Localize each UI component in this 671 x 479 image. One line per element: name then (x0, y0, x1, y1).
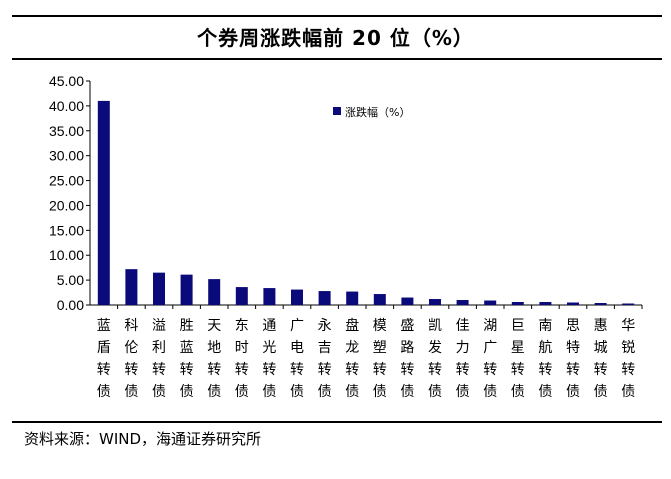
y-tick-label: 35.00 (49, 123, 84, 139)
bar (539, 302, 552, 305)
bar (429, 299, 441, 305)
x-tick-label: 蓝盾转债 (97, 318, 111, 400)
x-tick-label: 溢利转债 (152, 318, 166, 400)
x-tick-label: 广电转债 (290, 318, 304, 400)
bar (180, 274, 193, 305)
bar (594, 303, 607, 305)
x-tick-label: 模塑转债 (373, 318, 387, 400)
x-tick-label: 佳力转债 (456, 318, 470, 400)
y-tick-label: 5.00 (57, 272, 84, 288)
bar (263, 288, 276, 305)
title-rule (12, 58, 662, 60)
bar (346, 291, 359, 305)
legend-swatch (333, 107, 341, 115)
source-note: 资料来源：WIND，海通证券研究所 (24, 430, 262, 448)
bar (97, 100, 110, 306)
bar (484, 300, 497, 305)
bar (291, 289, 303, 305)
bottom-rule (12, 421, 662, 423)
bar (622, 303, 635, 305)
y-tick-label: 45.00 (49, 73, 84, 89)
y-tick-label: 40.00 (49, 98, 84, 114)
x-tick-label: 南航转债 (538, 318, 552, 400)
x-tick-label: 东时转债 (235, 318, 249, 400)
chart-title: 个券周涨跌幅前 20 位（%） (197, 26, 474, 50)
bar (318, 291, 331, 305)
y-tick-label: 20.00 (49, 197, 84, 213)
bar (125, 269, 138, 305)
x-tick-label: 盛路转债 (400, 318, 414, 400)
legend-label: 涨跌幅（%） (345, 105, 410, 119)
x-tick-label: 永吉转债 (318, 318, 332, 400)
bar (208, 279, 221, 305)
y-tick-label: 30.00 (49, 148, 84, 164)
x-tick-label: 胜蓝转债 (180, 318, 194, 400)
bar (456, 300, 469, 305)
y-tick-label: 25.00 (49, 173, 84, 189)
bar (235, 287, 248, 305)
y-tick-label: 10.00 (49, 247, 84, 263)
bar (511, 302, 524, 305)
bar (401, 297, 414, 305)
x-tick-label: 通光转债 (262, 318, 276, 400)
bar (567, 302, 579, 305)
x-tick-label: 科伦转债 (124, 318, 138, 400)
x-tick-label: 盘龙转债 (345, 317, 359, 400)
x-tick-label: 巨星转债 (511, 318, 525, 400)
y-tick-label: 0.00 (57, 297, 84, 313)
x-tick-label: 惠城转债 (594, 318, 608, 400)
y-tick-label: 15.00 (49, 222, 84, 238)
x-tick-label: 湖广转债 (483, 318, 497, 400)
bar (373, 294, 386, 305)
x-tick-label: 华锐转债 (621, 318, 635, 400)
x-tick-label: 凯发转债 (428, 318, 442, 400)
x-tick-label: 思特转债 (566, 318, 580, 400)
top-rule (12, 15, 662, 17)
bar (153, 272, 165, 305)
x-tick-label: 天地转债 (207, 318, 221, 400)
